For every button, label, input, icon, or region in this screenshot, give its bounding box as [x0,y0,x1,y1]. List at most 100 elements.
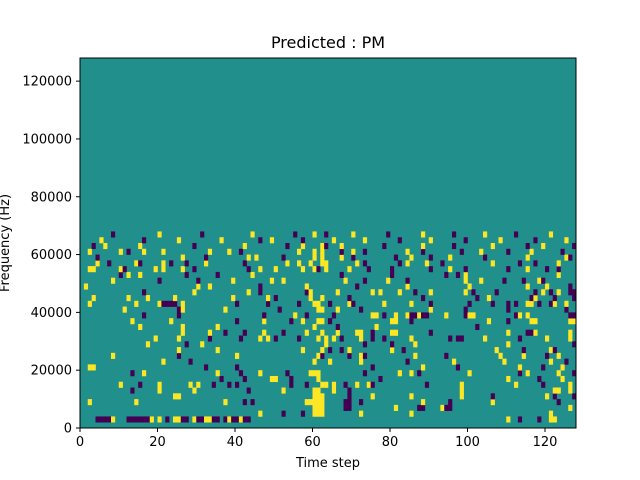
heatmap-cell [339,271,344,278]
heatmap-cell [87,364,92,371]
heatmap-cell [316,306,321,313]
heatmap-cell [405,248,410,255]
heatmap-cell [142,312,147,319]
heatmap-cell [176,335,182,342]
heatmap-cell [196,416,201,423]
heatmap-cell [486,295,492,302]
heatmap-cell [548,410,554,417]
heatmap-cell [258,266,263,273]
y-tick-label: 120000 [22,75,72,90]
heatmap-cell [157,387,162,394]
heatmap-cell [506,329,511,336]
heatmap-cell [320,399,325,406]
heatmap-cell [126,248,131,255]
heatmap-cell [494,347,499,354]
x-tick-label: 0 [76,435,84,450]
heatmap-cell [308,399,313,406]
heatmap-cell [145,341,151,348]
heatmap-cell [235,352,240,359]
y-axis-label: Frequency (Hz) [0,194,13,292]
heatmap-cell [560,364,565,371]
heatmap-cell [308,295,313,302]
heatmap-cell [242,260,247,267]
heatmap-cell [556,289,561,296]
heatmap-cell [138,323,143,331]
heatmap-cell [320,347,325,354]
heatmap-cell [339,335,344,342]
heatmap-cell [359,335,364,342]
heatmap-cell [568,289,573,296]
heatmap-cell [514,300,519,307]
heatmap-cell [471,289,476,296]
heatmap-cell [262,312,267,319]
heatmap-cell [184,271,189,278]
heatmap-cell [448,404,453,411]
heatmap-cell [134,416,139,423]
heatmap-cell [196,283,201,290]
heatmap-cell [525,312,530,319]
heatmap-cell [405,277,410,284]
heatmap-cell [409,393,414,400]
heatmap-cell [409,254,414,261]
heatmap-cell [514,381,519,388]
heatmap-cell [366,266,371,273]
heatmap-cell [483,254,488,261]
heatmap-cell [421,312,426,319]
heatmap-cell [545,283,550,290]
heatmap-cell [362,277,368,284]
heatmap-cell [355,260,360,267]
heatmap-cell [370,329,375,336]
heatmap-cell [118,248,123,255]
heatmap-cell [300,237,306,244]
heatmap-cell [548,416,554,423]
heatmap-cell [126,271,131,278]
heatmap-cell [316,393,321,400]
heatmap-cell [351,231,356,238]
heatmap-cell [103,243,108,250]
heatmap-cell [235,416,240,423]
heatmap-cell [91,266,96,273]
heatmap-cell [204,260,209,267]
heatmap-cell [204,254,209,261]
heatmap-cell [572,312,577,319]
heatmap-cell [421,364,426,371]
heatmap-cell [145,416,151,423]
heatmap-cell [215,323,220,331]
heatmap-cell [490,393,495,400]
heatmap-cell [324,341,329,348]
heatmap-cell [421,295,426,302]
heatmap-cell [289,375,294,383]
heatmap-cell [235,300,240,307]
heatmap-cell [173,300,178,307]
heatmap-cell [525,254,530,261]
heatmap-cell [537,300,542,307]
heatmap-cell [525,243,530,250]
heatmap-cell [390,318,395,325]
heatmap-cell [95,416,100,423]
y-tick-label: 20000 [31,364,72,379]
heatmap-cell [521,277,526,284]
heatmap-cell [374,323,379,331]
heatmap-cell [556,387,561,394]
heatmap-cell [235,364,240,371]
heatmap-cell [351,300,356,307]
heatmap-cell [455,271,461,278]
heatmap-cell [215,347,220,354]
heatmap-cell [316,410,321,417]
heatmap-cell [366,381,371,388]
heatmap-cell [316,300,321,307]
heatmap-cell [231,295,236,302]
heatmap-cell [448,266,453,273]
heatmap-cell [374,312,379,319]
heatmap-cell [459,387,464,394]
heatmap-cell [355,283,360,290]
heatmap-cell [556,266,561,273]
heatmap-cell [153,335,158,342]
heatmap-cell [312,393,317,400]
heatmap-cell [552,347,557,354]
heatmap-cell [362,341,368,348]
heatmap-cell [390,341,395,348]
heatmap-cell [529,329,534,336]
heatmap-cell [308,370,313,377]
heatmap-cell [316,375,321,383]
